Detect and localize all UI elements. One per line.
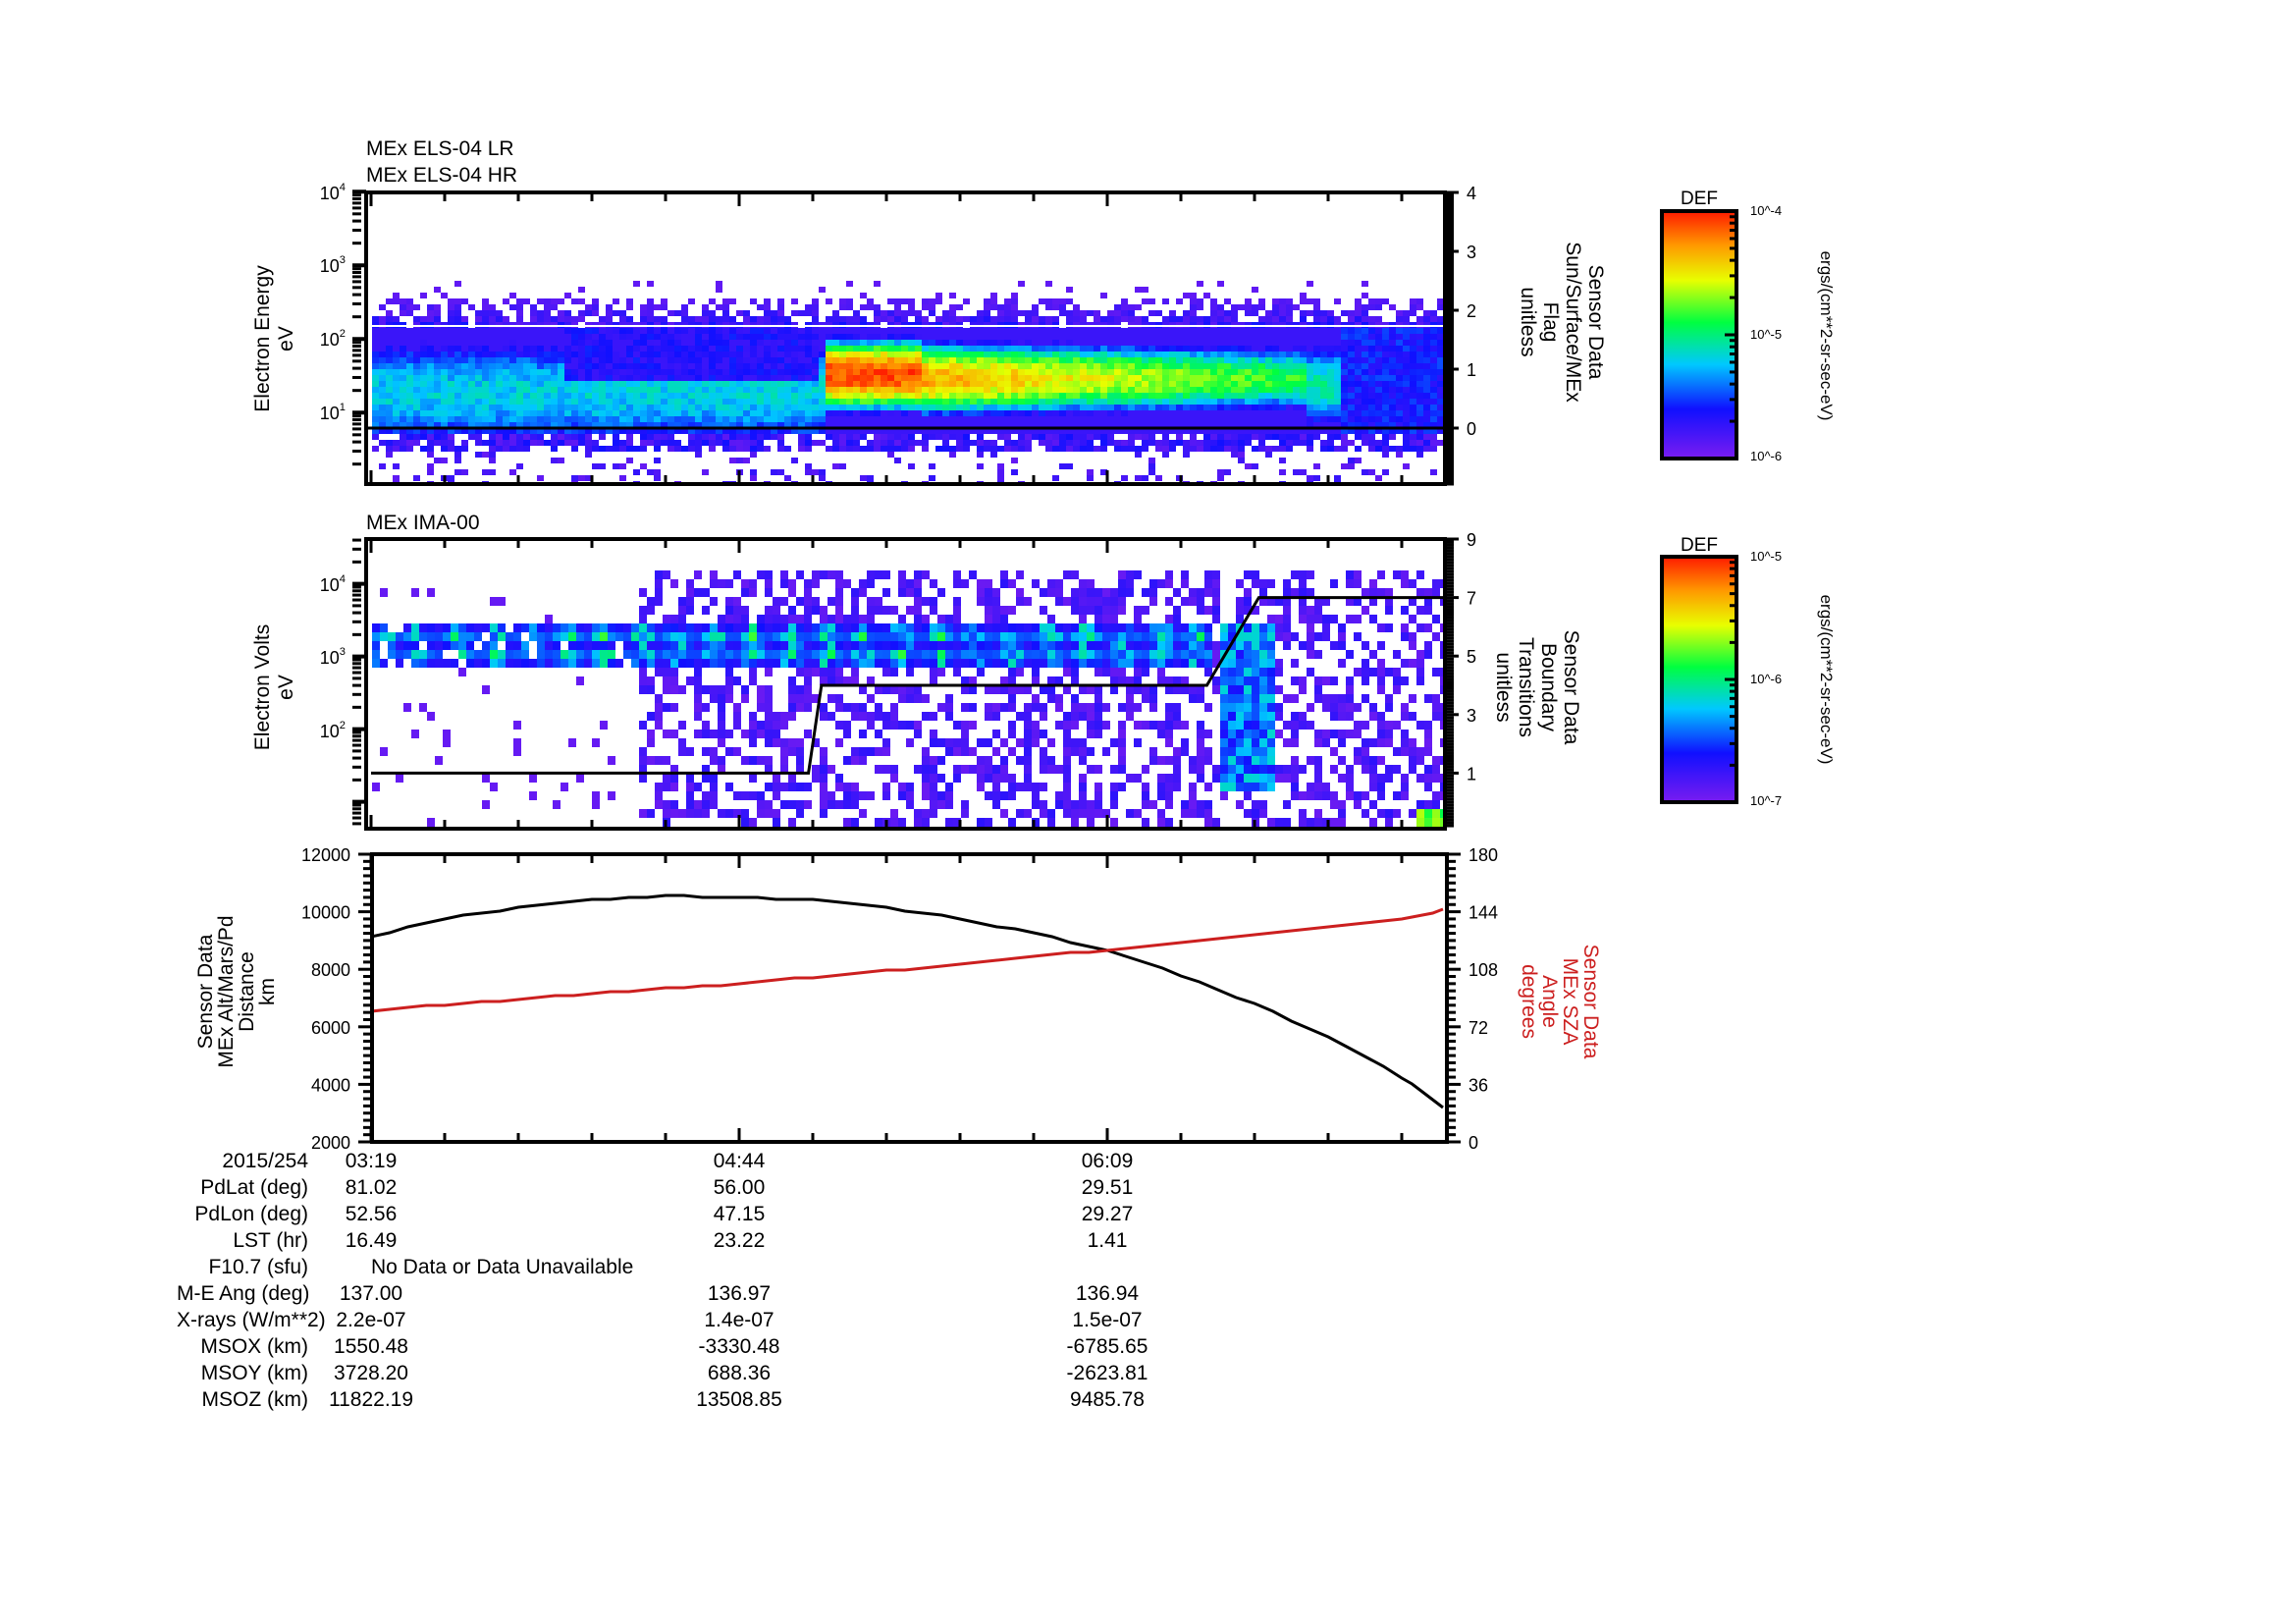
colorbar2-max: 10^-5 — [1750, 549, 1782, 564]
svg-text:Sun/Surface/MEx: Sun/Surface/MEx — [1562, 242, 1584, 403]
ephemeris-value: 3728.20 — [334, 1362, 408, 1384]
ephemeris-label: X-rays (W/m**2) — [177, 1309, 326, 1331]
svg-text:103: 103 — [320, 254, 346, 276]
panel1-title-lr: MEx ELS-04 LR — [366, 137, 514, 160]
panel1-right-label: Sensor Data Sun/Surface/MEx Flag unitles… — [1517, 242, 1607, 403]
svg-text:3: 3 — [1467, 243, 1476, 262]
svg-text:104: 104 — [320, 182, 346, 203]
ephemeris-value: 11822.19 — [328, 1388, 414, 1411]
panel-els-spectrogram: MEx ELS-04 LR MEx ELS-04 HR 101102103104… — [251, 137, 1607, 486]
svg-text:Electron Energy: Electron Energy — [251, 265, 274, 412]
panel2-left-label: Electron Volts eV — [251, 624, 297, 750]
colorbar1-mid: 10^-5 — [1750, 327, 1782, 342]
ephemeris-value: 03:19 — [345, 1150, 398, 1172]
svg-text:eV: eV — [275, 326, 297, 352]
colorbar2-units: ergs/(cm**2-sr-sec-eV) — [1817, 595, 1836, 765]
ephemeris-value: 136.97 — [707, 1282, 772, 1305]
altitude-sza-lines — [372, 893, 1444, 1109]
ephemeris-label: MSOY (km) — [200, 1362, 308, 1384]
colorbar2-min: 10^-7 — [1750, 793, 1782, 808]
ephemeris-label: F10.7 (sfu) — [208, 1256, 308, 1278]
colorbar1-units: ergs/(cm**2-sr-sec-eV) — [1817, 251, 1836, 421]
panel1-left-label: Electron Energy eV — [251, 265, 297, 412]
ephemeris-value: -3330.48 — [698, 1335, 780, 1358]
ephemeris-value: 1.4e-07 — [704, 1309, 774, 1331]
colorbar1-title: DEF — [1681, 189, 1718, 209]
ephemeris-value: 13508.85 — [696, 1388, 782, 1411]
ephemeris-value: 137.00 — [339, 1282, 403, 1305]
panel-altitude-sza: 2000400060008000100001200003672108144180… — [194, 845, 1602, 1153]
svg-text:102: 102 — [320, 328, 346, 350]
svg-text:unitless: unitless — [1517, 287, 1539, 356]
ephemeris-label: LST (hr) — [233, 1229, 308, 1252]
ephemeris-value: 29.27 — [1081, 1203, 1134, 1225]
colorbar2-mid: 10^-6 — [1750, 672, 1782, 686]
ephemeris-value: 81.02 — [345, 1176, 398, 1199]
ephemeris-value: 06:09 — [1081, 1150, 1134, 1172]
ephemeris-label: 2015/254 — [222, 1150, 308, 1172]
ephemeris-value: 1.41 — [1087, 1229, 1128, 1252]
panel3-right-label: Sensor Data MEx SZA Angle degrees — [1518, 945, 1602, 1059]
ephemeris-label: PdLon (deg) — [194, 1203, 308, 1225]
ima-heatmap — [371, 570, 1445, 827]
ephemeris-value: -2623.81 — [1066, 1362, 1148, 1384]
svg-text:2: 2 — [1467, 301, 1476, 321]
ephemeris-value: -6785.65 — [1066, 1335, 1148, 1358]
els-heatmap — [366, 281, 1445, 484]
ephemeris-value: 1.5e-07 — [1072, 1309, 1143, 1331]
svg-text:1: 1 — [1467, 360, 1476, 380]
ephemeris-value: 56.00 — [713, 1176, 766, 1199]
ephemeris-label: PdLat (deg) — [200, 1176, 308, 1199]
panel1-axes: 101 102 103 104 0 1 2 3 4 — [320, 182, 1476, 486]
panel2-title: MEx IMA-00 — [366, 512, 480, 534]
svg-text:4: 4 — [1467, 184, 1476, 203]
ephemeris-value: 16.49 — [345, 1229, 398, 1252]
ephemeris-label: MSOZ (km) — [201, 1388, 308, 1411]
ephemeris-value: 1550.48 — [334, 1335, 408, 1358]
colorbar1-min: 10^-6 — [1750, 449, 1782, 463]
ephemeris-value: 29.51 — [1081, 1176, 1134, 1199]
svg-text:Flag: Flag — [1539, 302, 1562, 343]
ephemeris-note: No Data or Data Unavailable — [371, 1256, 634, 1278]
ephemeris-value: 136.94 — [1075, 1282, 1140, 1305]
ephemeris-value: 688.36 — [707, 1362, 772, 1384]
ephemeris-label: M-E Ang (deg) — [177, 1282, 310, 1305]
ephemeris-value: 23.22 — [713, 1229, 766, 1252]
ephemeris-value: 9485.78 — [1070, 1388, 1145, 1411]
svg-text:Sensor Data: Sensor Data — [1584, 265, 1607, 380]
panel1-title-hr: MEx ELS-04 HR — [366, 164, 517, 187]
panel3-left-label: Sensor Data MEx Alt/Mars/Pd Distance km — [194, 915, 279, 1067]
svg-text:0: 0 — [1467, 419, 1476, 439]
svg-text:101: 101 — [320, 402, 346, 423]
ephemeris-value: 04:44 — [713, 1150, 766, 1172]
ephemeris-value: 47.15 — [713, 1203, 766, 1225]
ephemeris-value: 52.56 — [345, 1203, 398, 1225]
ephemeris-label: MSOX (km) — [200, 1335, 308, 1358]
panel2-right-label: Sensor Data Boundary Transitions unitles… — [1492, 630, 1582, 745]
colorbar2-title: DEF — [1681, 535, 1718, 556]
colorbar-ima: DEF 10^-5 10^-6 10^-7 ergs/(cm**2-sr-sec… — [1660, 535, 1836, 808]
colorbar-els: DEF 10^-4 10^-5 10^-6 ergs/(cm**2-sr-sec… — [1660, 189, 1836, 463]
colorbar1-max: 10^-4 — [1750, 203, 1782, 218]
ephemeris-value: 2.2e-07 — [336, 1309, 406, 1331]
